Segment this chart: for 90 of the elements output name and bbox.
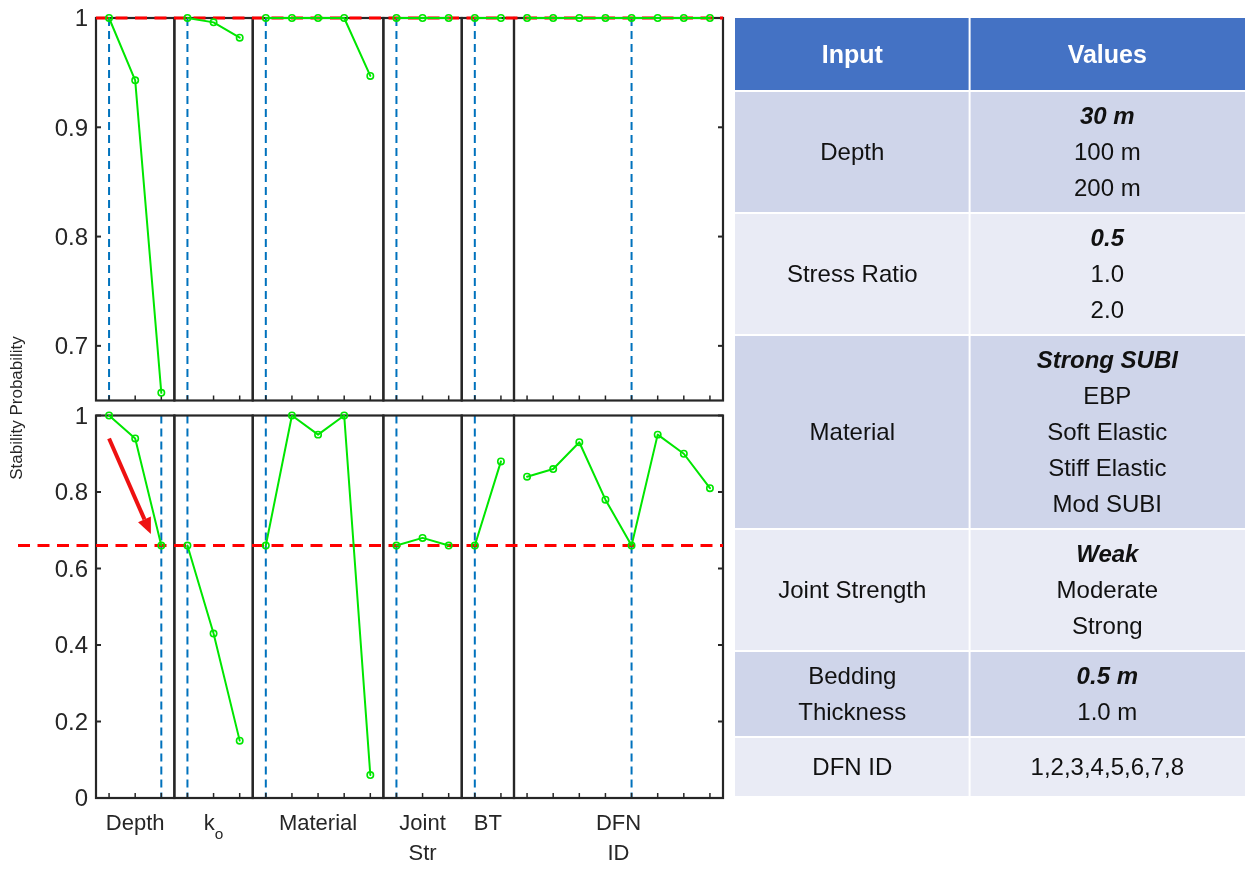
point — [209, 629, 218, 638]
point — [523, 14, 532, 22]
text: DFN ID — [595, 810, 642, 865]
category-label: Joint Strength — [778, 576, 927, 604]
y-tick-label: 1 — [74, 4, 88, 32]
point — [105, 14, 114, 22]
text: BT — [473, 810, 502, 835]
point — [470, 14, 479, 22]
text: Strong SUBI — [1036, 346, 1178, 374]
text: 100 m — [1073, 138, 1141, 166]
point — [287, 14, 296, 22]
point — [287, 411, 296, 420]
point — [418, 14, 427, 22]
text: 0.5 — [1090, 224, 1124, 252]
y-tick-label: 0.6 — [54, 554, 88, 582]
point — [601, 495, 610, 504]
point — [653, 430, 662, 439]
point — [705, 484, 714, 493]
point — [679, 449, 688, 458]
y-tick-label: 0.7 — [54, 332, 88, 360]
point — [131, 76, 140, 85]
point — [392, 541, 401, 550]
point — [679, 14, 688, 22]
text: 1,2,3,4,5,6,7,8 — [1030, 753, 1185, 781]
point — [105, 411, 114, 420]
point — [523, 472, 532, 481]
point — [392, 14, 401, 22]
point — [627, 14, 636, 22]
point — [601, 14, 610, 22]
text: 30 m — [1079, 102, 1135, 130]
point — [366, 71, 375, 80]
text: 2.0 — [1090, 296, 1124, 324]
point — [183, 14, 192, 22]
point — [705, 14, 714, 22]
point — [157, 388, 166, 397]
point — [235, 33, 244, 42]
y-tick-label: 0.4 — [54, 631, 88, 659]
y-tick-label: 0 — [74, 784, 88, 812]
point — [366, 771, 375, 780]
text: Weak — [1076, 540, 1139, 568]
text: 1.0 m — [1077, 698, 1138, 726]
text: Mod SUBI — [1052, 490, 1162, 518]
point — [183, 541, 192, 550]
text: Stiff Elastic — [1048, 454, 1167, 482]
text: 1.0 — [1090, 260, 1124, 288]
text: Depth — [105, 810, 165, 835]
text: 0.5 m — [1076, 662, 1138, 690]
text: Soft Elastic — [1047, 418, 1168, 446]
y-tick-label: 0.8 — [54, 478, 88, 506]
point — [314, 14, 323, 22]
point — [496, 14, 505, 22]
y-axis-title: Stability Probability — [7, 335, 26, 480]
category-label: Input — [821, 39, 884, 68]
category-label: Material — [809, 418, 895, 446]
point — [261, 541, 270, 550]
category-label: Stress Ratio — [786, 260, 918, 288]
point — [157, 541, 166, 550]
y-tick-label: 0.2 — [54, 707, 88, 735]
category-label: Depth — [820, 138, 885, 166]
point — [627, 541, 636, 550]
point — [470, 541, 479, 550]
y-tick-label: 0.8 — [54, 222, 88, 250]
point — [444, 14, 453, 22]
point — [314, 430, 323, 439]
text: Material — [278, 810, 358, 835]
text: 200 m — [1073, 174, 1141, 202]
category-label: Bedding Thickness — [798, 662, 907, 726]
y-tick-label: 1 — [74, 401, 88, 429]
point — [235, 736, 244, 745]
point — [418, 533, 427, 542]
point — [444, 541, 453, 550]
y-tick-label: 0.9 — [54, 113, 88, 141]
text: Strong — [1071, 612, 1143, 640]
text: EBP — [1083, 382, 1132, 410]
category-label: Values — [1067, 39, 1147, 68]
point — [340, 411, 349, 420]
category-label: DFN ID — [812, 753, 893, 781]
point — [653, 14, 662, 22]
point — [496, 457, 505, 466]
text: Joint Str — [399, 810, 446, 865]
text: k$_{o}$ — [203, 810, 224, 842]
point — [131, 434, 140, 443]
point — [575, 14, 584, 22]
point — [340, 14, 349, 22]
point — [549, 465, 558, 474]
point — [575, 438, 584, 447]
point — [261, 14, 270, 22]
point — [209, 18, 218, 27]
text: Moderate — [1056, 576, 1158, 604]
point — [549, 14, 558, 22]
